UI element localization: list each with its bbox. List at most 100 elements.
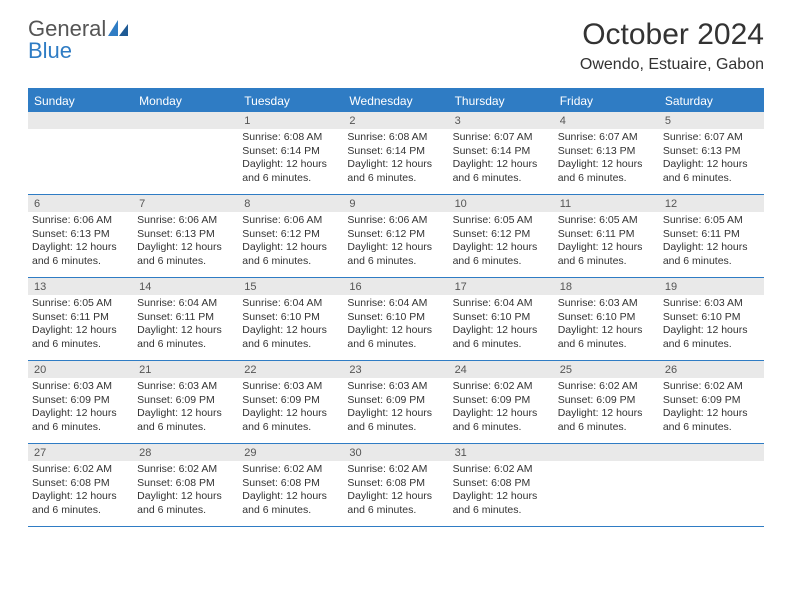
day-cell: 1Sunrise: 6:08 AMSunset: 6:14 PMDaylight…: [238, 112, 343, 194]
day-cell: 24Sunrise: 6:02 AMSunset: 6:09 PMDayligh…: [449, 361, 554, 443]
sunrise-text: Sunrise: 6:03 AM: [558, 297, 655, 311]
location: Owendo, Estuaire, Gabon: [580, 56, 764, 74]
sunset-text: Sunset: 6:13 PM: [663, 145, 760, 159]
day-content: Sunrise: 6:06 AMSunset: 6:13 PMDaylight:…: [133, 212, 238, 275]
day-number: 10: [449, 195, 554, 212]
day-cell: 23Sunrise: 6:03 AMSunset: 6:09 PMDayligh…: [343, 361, 448, 443]
day-content: Sunrise: 6:04 AMSunset: 6:11 PMDaylight:…: [133, 295, 238, 358]
sunrise-text: Sunrise: 6:02 AM: [32, 463, 129, 477]
day-number: [554, 444, 659, 461]
sunset-text: Sunset: 6:09 PM: [663, 394, 760, 408]
day-content: Sunrise: 6:05 AMSunset: 6:11 PMDaylight:…: [28, 295, 133, 358]
day-number: 11: [554, 195, 659, 212]
day-content: Sunrise: 6:02 AMSunset: 6:08 PMDaylight:…: [238, 461, 343, 524]
daylight-text: Daylight: 12 hours and 6 minutes.: [453, 407, 550, 434]
day-cell: 27Sunrise: 6:02 AMSunset: 6:08 PMDayligh…: [28, 444, 133, 526]
daylight-text: Daylight: 12 hours and 6 minutes.: [242, 241, 339, 268]
day-content: Sunrise: 6:02 AMSunset: 6:08 PMDaylight:…: [343, 461, 448, 524]
sunset-text: Sunset: 6:14 PM: [242, 145, 339, 159]
day-number: [133, 112, 238, 129]
day-cell: 9Sunrise: 6:06 AMSunset: 6:12 PMDaylight…: [343, 195, 448, 277]
week-row: 20Sunrise: 6:03 AMSunset: 6:09 PMDayligh…: [28, 361, 764, 444]
day-content: Sunrise: 6:06 AMSunset: 6:12 PMDaylight:…: [238, 212, 343, 275]
daylight-text: Daylight: 12 hours and 6 minutes.: [347, 407, 444, 434]
day-content: Sunrise: 6:06 AMSunset: 6:13 PMDaylight:…: [28, 212, 133, 275]
sunset-text: Sunset: 6:13 PM: [32, 228, 129, 242]
day-content: Sunrise: 6:03 AMSunset: 6:09 PMDaylight:…: [28, 378, 133, 441]
sunset-text: Sunset: 6:11 PM: [558, 228, 655, 242]
daylight-text: Daylight: 12 hours and 6 minutes.: [242, 407, 339, 434]
daylight-text: Daylight: 12 hours and 6 minutes.: [663, 158, 760, 185]
sunrise-text: Sunrise: 6:08 AM: [242, 131, 339, 145]
week-row: 13Sunrise: 6:05 AMSunset: 6:11 PMDayligh…: [28, 278, 764, 361]
daylight-text: Daylight: 12 hours and 6 minutes.: [558, 324, 655, 351]
sunset-text: Sunset: 6:10 PM: [663, 311, 760, 325]
day-content: Sunrise: 6:02 AMSunset: 6:08 PMDaylight:…: [449, 461, 554, 524]
sunrise-text: Sunrise: 6:04 AM: [347, 297, 444, 311]
sunrise-text: Sunrise: 6:02 AM: [453, 463, 550, 477]
day-cell: 31Sunrise: 6:02 AMSunset: 6:08 PMDayligh…: [449, 444, 554, 526]
logo-text: GeneralBlue: [28, 18, 130, 62]
daylight-text: Daylight: 12 hours and 6 minutes.: [32, 407, 129, 434]
day-content: Sunrise: 6:07 AMSunset: 6:13 PMDaylight:…: [659, 129, 764, 192]
daylight-text: Daylight: 12 hours and 6 minutes.: [453, 241, 550, 268]
sunset-text: Sunset: 6:13 PM: [558, 145, 655, 159]
sunrise-text: Sunrise: 6:05 AM: [453, 214, 550, 228]
day-cell: 25Sunrise: 6:02 AMSunset: 6:09 PMDayligh…: [554, 361, 659, 443]
sunset-text: Sunset: 6:08 PM: [242, 477, 339, 491]
sunrise-text: Sunrise: 6:07 AM: [558, 131, 655, 145]
day-cell: 3Sunrise: 6:07 AMSunset: 6:14 PMDaylight…: [449, 112, 554, 194]
day-content: Sunrise: 6:07 AMSunset: 6:13 PMDaylight:…: [554, 129, 659, 192]
sunset-text: Sunset: 6:11 PM: [137, 311, 234, 325]
sunrise-text: Sunrise: 6:04 AM: [453, 297, 550, 311]
daylight-text: Daylight: 12 hours and 6 minutes.: [453, 490, 550, 517]
day-content: Sunrise: 6:03 AMSunset: 6:09 PMDaylight:…: [133, 378, 238, 441]
day-number: 21: [133, 361, 238, 378]
day-cell: 22Sunrise: 6:03 AMSunset: 6:09 PMDayligh…: [238, 361, 343, 443]
sunset-text: Sunset: 6:09 PM: [347, 394, 444, 408]
day-content: Sunrise: 6:05 AMSunset: 6:12 PMDaylight:…: [449, 212, 554, 275]
sunrise-text: Sunrise: 6:03 AM: [663, 297, 760, 311]
sunset-text: Sunset: 6:11 PM: [32, 311, 129, 325]
daylight-text: Daylight: 12 hours and 6 minutes.: [558, 241, 655, 268]
day-number: [659, 444, 764, 461]
daylight-text: Daylight: 12 hours and 6 minutes.: [32, 324, 129, 351]
sunrise-text: Sunrise: 6:02 AM: [242, 463, 339, 477]
day-number: 2: [343, 112, 448, 129]
day-content: Sunrise: 6:03 AMSunset: 6:09 PMDaylight:…: [343, 378, 448, 441]
day-cell: 19Sunrise: 6:03 AMSunset: 6:10 PMDayligh…: [659, 278, 764, 360]
day-number: 27: [28, 444, 133, 461]
day-number: 22: [238, 361, 343, 378]
sunset-text: Sunset: 6:10 PM: [242, 311, 339, 325]
day-number: 23: [343, 361, 448, 378]
week-row: 1Sunrise: 6:08 AMSunset: 6:14 PMDaylight…: [28, 112, 764, 195]
sunset-text: Sunset: 6:11 PM: [663, 228, 760, 242]
sunrise-text: Sunrise: 6:04 AM: [242, 297, 339, 311]
sunrise-text: Sunrise: 6:06 AM: [32, 214, 129, 228]
day-header-row: Sunday Monday Tuesday Wednesday Thursday…: [28, 90, 764, 112]
sunset-text: Sunset: 6:10 PM: [453, 311, 550, 325]
day-number: 9: [343, 195, 448, 212]
day-cell: 11Sunrise: 6:05 AMSunset: 6:11 PMDayligh…: [554, 195, 659, 277]
week-row: 27Sunrise: 6:02 AMSunset: 6:08 PMDayligh…: [28, 444, 764, 527]
day-content: Sunrise: 6:02 AMSunset: 6:09 PMDaylight:…: [554, 378, 659, 441]
daylight-text: Daylight: 12 hours and 6 minutes.: [137, 407, 234, 434]
day-number: 3: [449, 112, 554, 129]
day-content: Sunrise: 6:02 AMSunset: 6:08 PMDaylight:…: [28, 461, 133, 524]
day-cell: 12Sunrise: 6:05 AMSunset: 6:11 PMDayligh…: [659, 195, 764, 277]
day-cell: 30Sunrise: 6:02 AMSunset: 6:08 PMDayligh…: [343, 444, 448, 526]
day-content: Sunrise: 6:04 AMSunset: 6:10 PMDaylight:…: [238, 295, 343, 358]
day-content: Sunrise: 6:02 AMSunset: 6:09 PMDaylight:…: [659, 378, 764, 441]
sunset-text: Sunset: 6:12 PM: [242, 228, 339, 242]
sunrise-text: Sunrise: 6:02 AM: [453, 380, 550, 394]
daylight-text: Daylight: 12 hours and 6 minutes.: [137, 490, 234, 517]
logo-word2: Blue: [28, 38, 72, 63]
daylight-text: Daylight: 12 hours and 6 minutes.: [453, 324, 550, 351]
sunrise-text: Sunrise: 6:02 AM: [137, 463, 234, 477]
day-content: Sunrise: 6:04 AMSunset: 6:10 PMDaylight:…: [343, 295, 448, 358]
day-number: 24: [449, 361, 554, 378]
daylight-text: Daylight: 12 hours and 6 minutes.: [137, 324, 234, 351]
day-number: 14: [133, 278, 238, 295]
day-header-thu: Thursday: [449, 90, 554, 112]
day-cell: 15Sunrise: 6:04 AMSunset: 6:10 PMDayligh…: [238, 278, 343, 360]
